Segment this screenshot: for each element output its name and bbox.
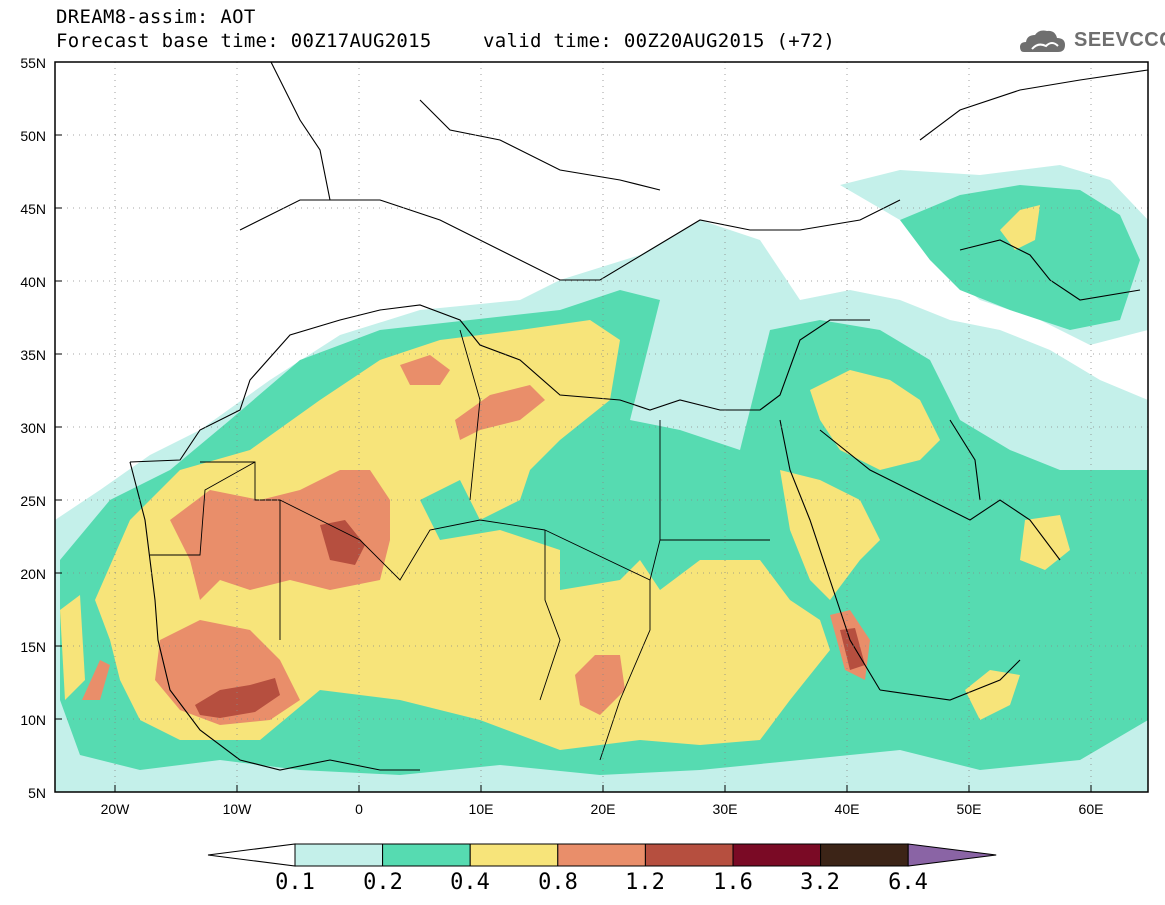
lon-label: 10W (222, 801, 252, 817)
aot-field (55, 62, 1148, 792)
colorbar-swatch (382, 843, 471, 867)
lat-label: 20N (20, 566, 46, 582)
colorbar-label: 6.4 (888, 870, 928, 895)
lon-label: 50E (956, 801, 982, 817)
lat-label: 55N (20, 55, 46, 71)
lat-label: 30N (20, 420, 46, 436)
colorbar-swatch (820, 843, 909, 867)
lat-label: 40N (20, 274, 46, 290)
lat-label: 45N (20, 201, 46, 217)
colorbar-label: 0.4 (450, 870, 490, 895)
cloud-logo-icon (1020, 30, 1065, 52)
colorbar-swatch (294, 843, 384, 867)
colorbar-max-arrow (907, 843, 997, 867)
colorbar (207, 843, 997, 867)
lat-label: 50N (20, 128, 46, 144)
lon-label: 20W (100, 801, 130, 817)
title-variable: DREAM8-assim: AOT (56, 6, 256, 28)
lon-label: 60E (1078, 801, 1104, 817)
colorbar-swatch (469, 843, 559, 867)
colorbar-label: 0.8 (538, 870, 578, 895)
valid-time: valid time: 00Z20AUG2015 (+72) (483, 30, 836, 52)
lon-label: 10E (468, 801, 494, 817)
colorbar-swatch (732, 843, 822, 867)
colorbar-swatch (644, 843, 734, 867)
lon-label: 0 (355, 801, 363, 817)
colorbar-label: 1.2 (625, 870, 665, 895)
colorbar-label: 3.2 (800, 870, 840, 895)
lat-label: 35N (20, 347, 46, 363)
gridlines (55, 62, 1148, 792)
colorbar-label: 0.2 (363, 870, 403, 895)
lon-label: 40E (834, 801, 860, 817)
lat-label: 25N (20, 493, 46, 509)
lon-label: 20E (590, 801, 616, 817)
colorbar-label: 1.6 (713, 870, 753, 895)
logo-text: SEEVCCC (1074, 29, 1165, 51)
lon-label: 30E (712, 801, 738, 817)
lat-label: 10N (20, 712, 46, 728)
colorbar-min-arrow (207, 843, 296, 867)
forecast-base-time: Forecast base time: 00Z17AUG2015 (56, 30, 432, 52)
lat-label: 5N (28, 785, 46, 801)
colorbar-swatch (557, 843, 646, 867)
lat-label: 15N (20, 639, 46, 655)
colorbar-label: 0.1 (275, 870, 315, 895)
